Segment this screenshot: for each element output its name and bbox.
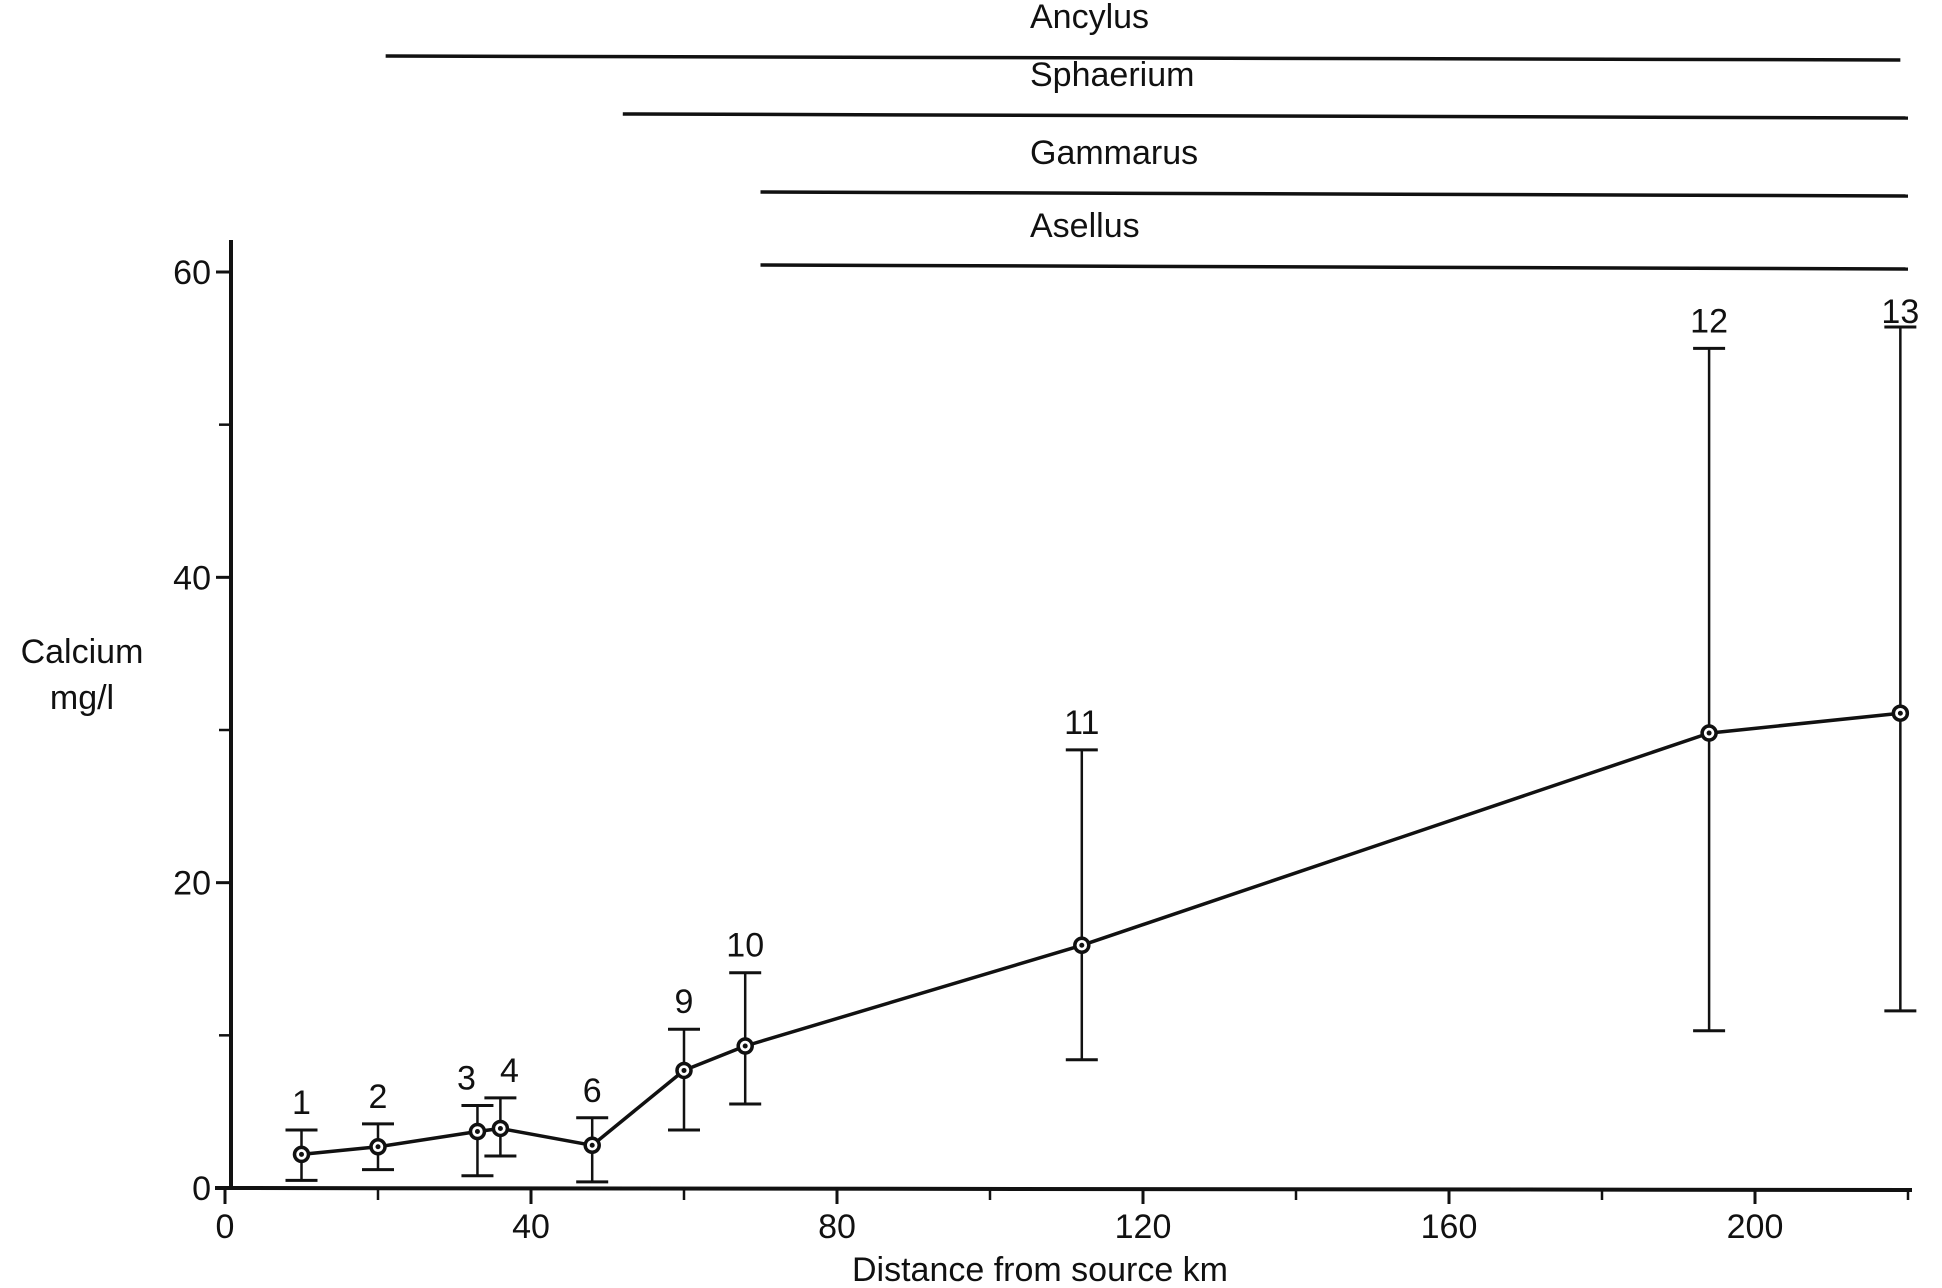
data-point-center-4 (497, 1125, 503, 1131)
x-axis-line (214, 1186, 1913, 1192)
taxon-range-line-ancylus (385, 54, 1901, 62)
error-bar-3 (461, 1104, 494, 1178)
axis-ticks: 0 40 80 120 160 200 0 20 40 60 (173, 254, 1910, 1246)
y-tick-label-2: 40 (173, 559, 211, 597)
series-line-group (301, 711, 1901, 1157)
data-points (292, 704, 1910, 1164)
point-label-11: 11 (1064, 704, 1099, 742)
error-bar-11 (1065, 748, 1098, 1062)
data-point-center-10 (742, 1043, 748, 1049)
y-axis-title-line-2: mg/l (50, 679, 114, 717)
data-point-center-9 (681, 1067, 687, 1073)
y-tick-label-0: 0 (192, 1170, 211, 1208)
y-tick-label-1: 20 (173, 865, 211, 903)
taxa-ranges: Ancylus Sphaerium Gammarus Asellus (385, 0, 1909, 271)
point-label-10: 10 (726, 927, 764, 965)
error-bar-13 (1884, 325, 1917, 1013)
point-label-3: 3 (457, 1060, 476, 1098)
data-point-center-3 (474, 1129, 480, 1135)
data-point-center-6 (589, 1142, 595, 1148)
taxon-range-line-sphaerium (622, 112, 1909, 120)
taxon-label-asellus: Asellus (1030, 207, 1140, 245)
data-point-center-13 (1897, 710, 1903, 716)
taxon-label-ancylus: Ancylus (1030, 0, 1149, 36)
point-label-1: 1 (292, 1084, 311, 1122)
point-label-9: 9 (675, 983, 694, 1021)
error-bars (285, 325, 1917, 1184)
taxon-label-sphaerium: Sphaerium (1030, 56, 1194, 94)
x-tick-label-5: 200 (1727, 1208, 1784, 1246)
taxon-range-line-asellus (760, 263, 1909, 271)
taxon-label-gammarus: Gammarus (1030, 134, 1198, 172)
x-tick-label-2: 80 (818, 1208, 856, 1246)
data-point-center-12 (1706, 730, 1712, 736)
point-label-13: 13 (1881, 293, 1919, 331)
taxon-range-line-gammarus (760, 190, 1909, 198)
point-label-12: 12 (1690, 302, 1728, 340)
point-label-6: 6 (583, 1072, 602, 1110)
data-point-center-2 (375, 1144, 381, 1150)
y-axis-title-line-1: Calcium (21, 633, 144, 671)
error-bar-9 (668, 1027, 700, 1132)
x-axis-title: Distance from source km (852, 1251, 1228, 1288)
x-tick-label-4: 160 (1421, 1208, 1478, 1246)
point-label-4: 4 (500, 1052, 519, 1090)
data-point-center-11 (1079, 942, 1085, 948)
series-line (301, 711, 1901, 1157)
error-bar-12 (1693, 346, 1726, 1033)
x-tick-label-1: 40 (512, 1208, 550, 1246)
axes (214, 240, 1913, 1192)
data-point-center-1 (299, 1151, 304, 1157)
x-tick-label-3: 120 (1115, 1208, 1172, 1246)
point-label-2: 2 (369, 1078, 388, 1116)
x-tick-label-0: 0 (216, 1208, 235, 1246)
y-tick-label-3: 60 (173, 254, 211, 292)
